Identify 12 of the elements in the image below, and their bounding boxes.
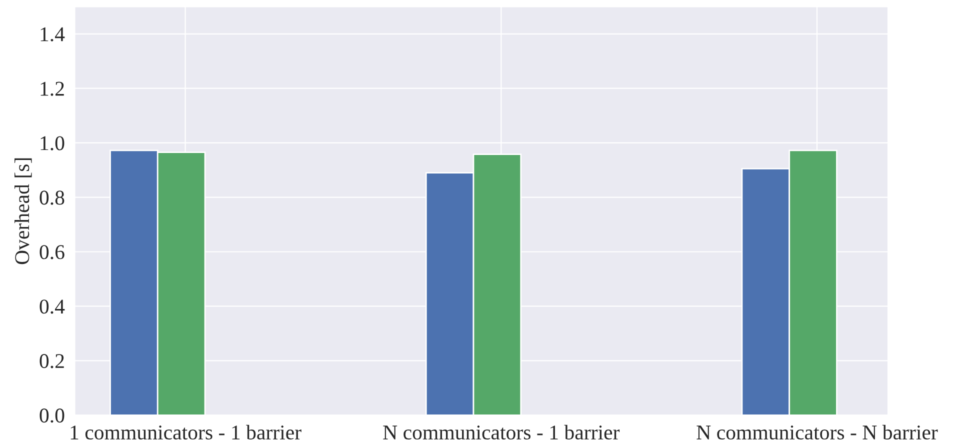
y-tick-label: 0.8 xyxy=(40,190,64,205)
y-tick-label: 0.0 xyxy=(40,408,64,423)
y-tick-label: 0.4 xyxy=(40,300,65,314)
y-tick-label: 0.6 xyxy=(40,245,64,260)
y-tick-label: 1.4 xyxy=(40,27,65,42)
y-tick-label: 1.0 xyxy=(40,136,64,150)
y-axis-title: Overhead [s] xyxy=(14,158,32,264)
x-tick-label: 1 communicators - 1 barrier xyxy=(70,424,302,440)
x-tick-label: N communicators - N barrier xyxy=(696,424,938,440)
y-tick-label: 1.2 xyxy=(40,82,64,96)
y-tick-label: 0.2 xyxy=(40,354,64,368)
x-tick-label: N communicators - 1 barrier xyxy=(383,424,620,440)
